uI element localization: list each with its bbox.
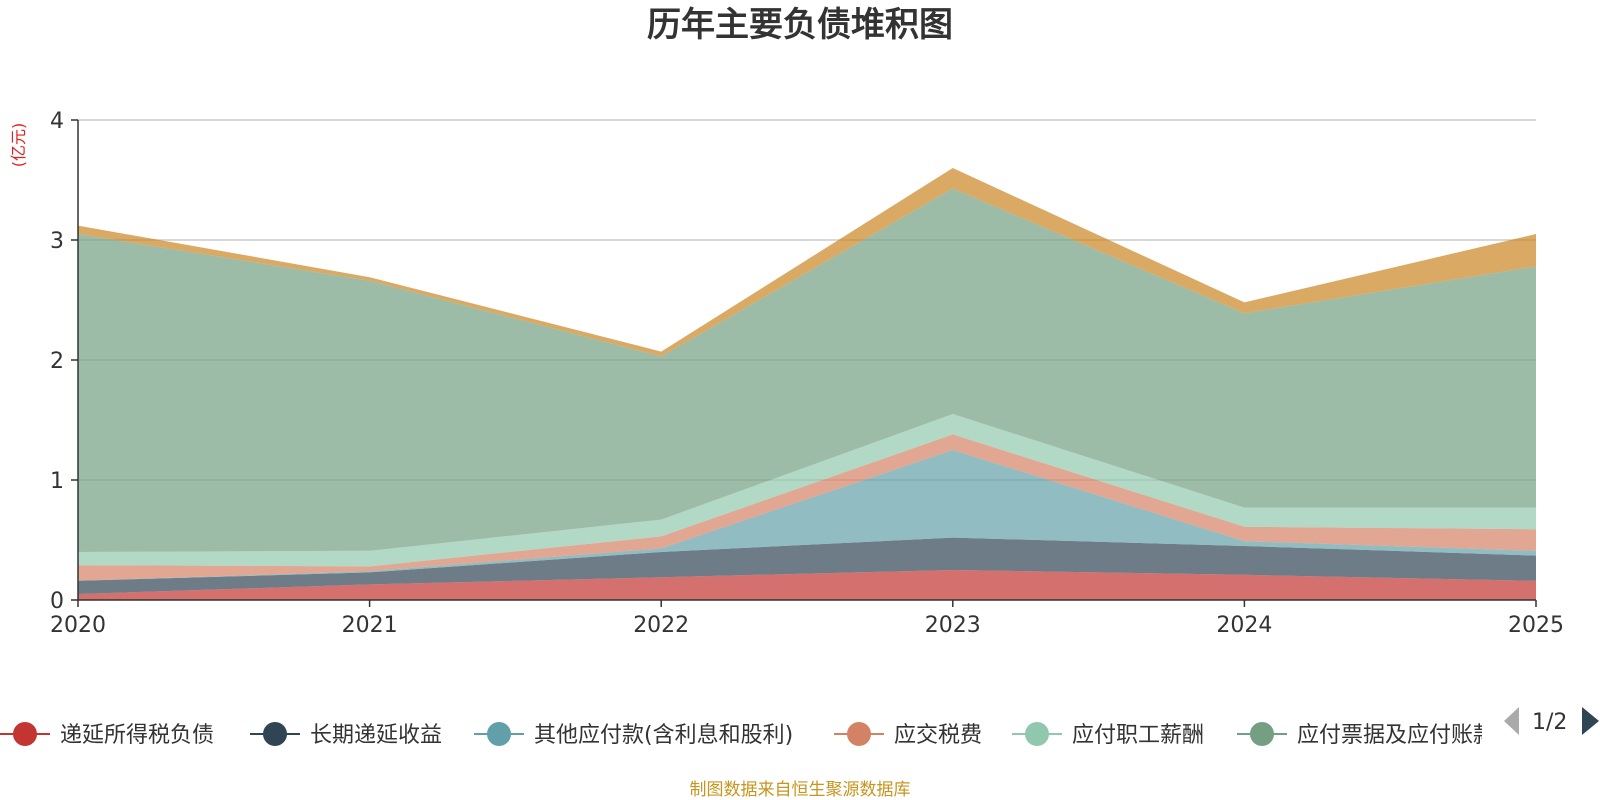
legend-next-page-icon[interactable]: [1582, 707, 1599, 735]
area-series-6: [78, 188, 1536, 552]
legend-item[interactable]: 递延所得税负债: [0, 722, 214, 748]
x-tick-label: 2023: [925, 613, 981, 638]
legend-item[interactable]: 其他应付款(含利息和股利): [474, 722, 793, 748]
legend-circle-marker: [13, 722, 37, 746]
x-tick-label: 2022: [633, 613, 689, 638]
legend-label: 应交税费: [894, 723, 982, 748]
legend-pager: 1/2: [1504, 707, 1599, 735]
legend-circle-marker: [1250, 722, 1274, 746]
area-series-1: [78, 570, 1536, 600]
area-series-7: [78, 168, 1536, 357]
legend-item[interactable]: 应付职工薪酬: [1012, 722, 1204, 748]
legend-item[interactable]: 应付票据及应付账款: [1237, 722, 1495, 748]
legend-page-indicator: 1/2: [1532, 710, 1567, 735]
legend-label: 长期递延收益: [310, 723, 442, 748]
area-series-4: [78, 434, 1536, 581]
legend-circle-marker: [263, 722, 287, 746]
x-tick-label: 2025: [1508, 613, 1564, 638]
legend-prev-page-icon[interactable]: [1504, 707, 1519, 735]
legend-item[interactable]: 长期递延收益: [250, 722, 442, 748]
y-tick-label: 3: [50, 229, 64, 254]
y-tick-label: 4: [50, 109, 64, 134]
y-axis-unit: (亿元): [9, 123, 28, 168]
legend-circle-marker: [1025, 722, 1049, 746]
x-tick-label: 2020: [50, 613, 106, 638]
axes: 0 1 2 3 4 2020 2021 2022 2023 2024 2025: [50, 109, 1564, 638]
legend-label: 其他应付款(含利息和股利): [534, 723, 793, 748]
data-source-note: 制图数据来自恒生聚源数据库: [690, 780, 911, 800]
legend-circle-marker: [487, 722, 511, 746]
x-tick-label: 2024: [1216, 613, 1272, 638]
legend-label: 应付职工薪酬: [1072, 723, 1204, 748]
area-series-group: [78, 168, 1536, 600]
legend-circle-marker: [847, 722, 871, 746]
chart-title: 历年主要负债堆积图: [647, 5, 953, 45]
area-series-2: [78, 537, 1536, 594]
x-tick-label: 2021: [342, 613, 398, 638]
legend-label: 应付票据及应付账款: [1297, 723, 1495, 748]
area-series-3: [78, 450, 1536, 581]
legend-label: 递延所得税负债: [60, 723, 214, 748]
legend-item[interactable]: 应交税费: [834, 722, 982, 748]
legend: 递延所得税负债 长期递延收益 其他应付款(含利息和股利) 应交税费 应付职工薪酬 应付票据…: [0, 722, 1495, 748]
y-tick-label: 1: [50, 469, 64, 494]
y-tick-label: 0: [50, 589, 64, 614]
y-tick-label: 2: [50, 349, 64, 374]
